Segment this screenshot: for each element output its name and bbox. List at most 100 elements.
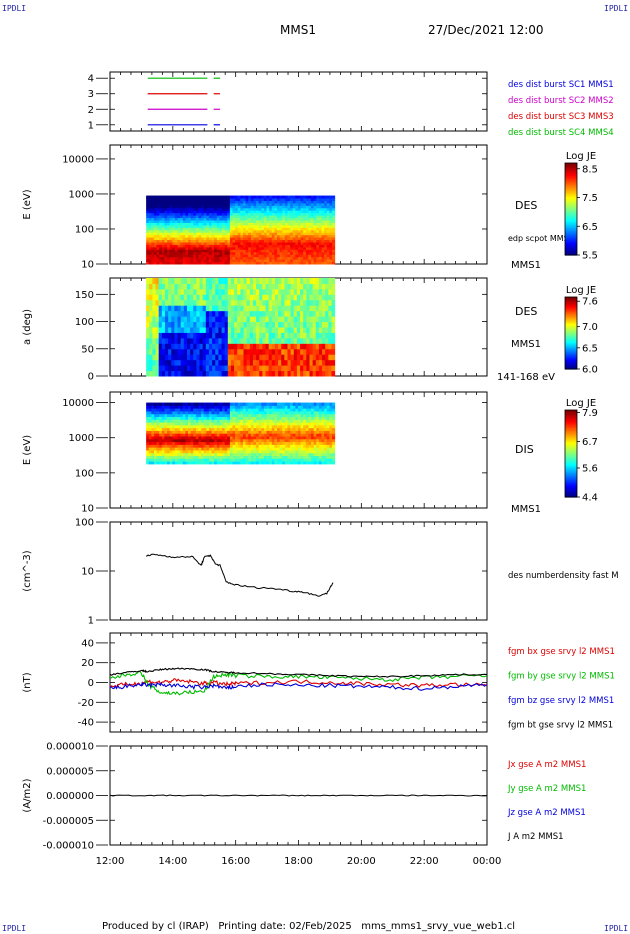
heatmap-cell — [329, 239, 333, 243]
heatmap-cell — [295, 242, 299, 245]
heatmap-cell — [259, 332, 263, 339]
heatmap-cell — [146, 259, 150, 263]
heatmap-cell — [287, 461, 291, 465]
heatmap-cell — [266, 220, 270, 223]
heatmap-cell — [297, 249, 302, 253]
heatmap-cell — [245, 232, 249, 236]
heatmap-cell — [242, 261, 247, 265]
heatmap-cell — [174, 337, 179, 344]
heatmap-cell — [195, 207, 199, 211]
heatmap-cell — [224, 217, 228, 221]
heatmap-cell — [290, 261, 294, 265]
heatmap-cell — [281, 305, 285, 312]
heatmap-cell — [214, 405, 218, 409]
heatmap-cell — [329, 249, 333, 253]
heatmap-cell — [188, 402, 192, 406]
heatmap-cell — [303, 259, 307, 263]
heatmap-cell — [300, 436, 304, 440]
heatmap-cell — [287, 405, 291, 409]
heatmap-cell — [245, 198, 249, 201]
heatmap-cell — [208, 337, 213, 344]
heatmap-cell — [227, 430, 231, 434]
heatmap-cell — [248, 210, 252, 214]
heatmap-cell — [212, 348, 216, 355]
heatmap-cell — [158, 365, 163, 372]
heatmap-cell — [292, 461, 296, 465]
heatmap-cell — [153, 461, 158, 465]
heatmap-cell — [332, 212, 336, 216]
heatmap-cell — [190, 299, 194, 306]
heatmap-cell — [164, 210, 168, 214]
heatmap-cell — [325, 305, 329, 312]
heatmap-cell — [295, 455, 299, 459]
heatmap-cell — [281, 365, 285, 372]
heatmap-cell — [168, 294, 172, 301]
heatmap-cell — [193, 259, 197, 263]
heatmap-cell — [295, 220, 299, 223]
heatmap-cell — [232, 436, 236, 440]
heatmap-cell — [297, 413, 302, 418]
heatmap-cell — [256, 343, 260, 350]
heatmap-cell — [253, 452, 257, 457]
heatmap-cell — [305, 232, 309, 236]
heatmap-cell — [167, 402, 171, 406]
heatmap-cell — [246, 305, 251, 312]
heatmap-cell — [271, 278, 276, 284]
heatmap-cell — [308, 227, 312, 231]
heatmap-cell — [198, 246, 202, 250]
heatmap-cell — [277, 244, 281, 248]
heatmap-cell — [208, 259, 213, 263]
heatmap-cell — [235, 447, 239, 451]
heatmap-cell — [262, 310, 267, 317]
heatmap-cell — [174, 452, 179, 457]
heatmap-cell — [229, 444, 234, 448]
heatmap-cell — [201, 259, 205, 263]
heatmap-cell — [329, 212, 333, 216]
heatmap-cell — [203, 410, 207, 415]
heatmap-cell — [221, 316, 226, 323]
heatmap-cell — [274, 365, 279, 372]
heatmap-cell — [329, 202, 333, 206]
heatmap-cell — [303, 212, 307, 216]
heatmap-cell — [224, 327, 229, 333]
heatmap-cell — [331, 299, 336, 306]
heatmap-cell — [180, 237, 184, 241]
heatmap-cell — [161, 359, 166, 366]
heatmap-cell — [146, 449, 150, 454]
heatmap-cell — [243, 332, 248, 339]
heatmap-cell — [216, 438, 220, 443]
heatmap-cell — [198, 195, 202, 199]
heatmap-cell — [169, 249, 173, 253]
heatmap-cell — [313, 205, 317, 209]
heatmap-cell — [293, 321, 298, 328]
heatmap-cell — [269, 210, 273, 214]
heatmap-cell — [249, 288, 254, 295]
heatmap-cell — [182, 444, 186, 448]
heatmap-cell — [292, 254, 296, 258]
colorbar-cell — [565, 228, 577, 232]
heatmap-cell — [151, 249, 155, 253]
heatmap-cell — [295, 210, 299, 214]
heatmap-cell — [321, 220, 325, 223]
heatmap-cell — [282, 416, 286, 420]
heatmap-cell — [246, 327, 251, 333]
heatmap-cell — [235, 237, 239, 241]
heatmap-cell — [214, 210, 218, 214]
heatmap-cell — [269, 215, 273, 219]
heatmap-cell — [214, 458, 218, 462]
heatmap-cell — [284, 246, 289, 250]
heatmap-cell — [201, 410, 205, 415]
heatmap-cell — [237, 436, 241, 440]
heatmap-cell — [237, 441, 241, 445]
heatmap-cell — [274, 410, 278, 415]
heatmap-cell — [245, 419, 249, 423]
heatmap-cell — [282, 422, 286, 426]
heatmap-cell — [195, 433, 199, 437]
heatmap-cell — [315, 316, 320, 323]
heatmap-cell — [300, 200, 304, 204]
heatmap-cell — [190, 405, 194, 409]
heatmap-cell — [290, 200, 294, 204]
colorbar-cell — [565, 299, 577, 302]
heatmap-cell — [211, 242, 215, 245]
heatmap-cell — [201, 242, 205, 245]
